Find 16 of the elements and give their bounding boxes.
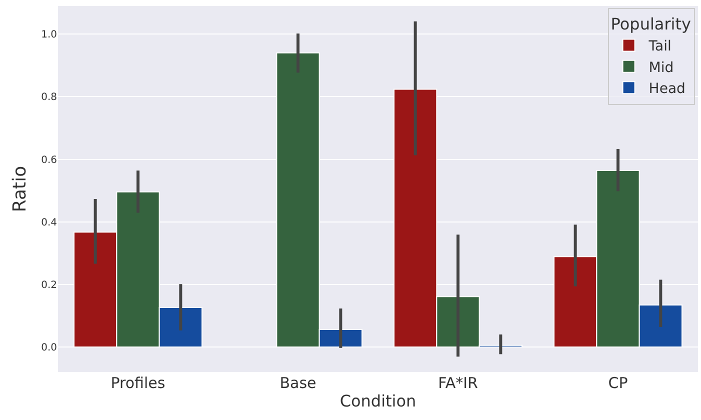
x-tick-label: CP — [608, 374, 628, 392]
x-tick-label: Profiles — [110, 374, 166, 392]
legend-label: Tail — [648, 38, 672, 55]
y-tick-label: 0.4 — [41, 217, 57, 228]
x-tick-label: Base — [280, 374, 316, 392]
legend-title: Popularity — [610, 14, 691, 34]
x-axis-title: Condition — [340, 392, 416, 411]
y-tick-label: 0.0 — [41, 342, 57, 354]
y-tick-label: 0.2 — [41, 280, 57, 291]
y-axis-title: Ratio — [9, 166, 30, 212]
y-tick-label: 1.0 — [41, 30, 57, 41]
y-tick-label: 0.8 — [41, 92, 57, 104]
legend-label: Mid — [648, 60, 674, 76]
y-tick-label: 0.6 — [41, 154, 57, 166]
legend-label: Head — [648, 81, 686, 98]
x-tick-label: FA*IR — [438, 374, 478, 392]
